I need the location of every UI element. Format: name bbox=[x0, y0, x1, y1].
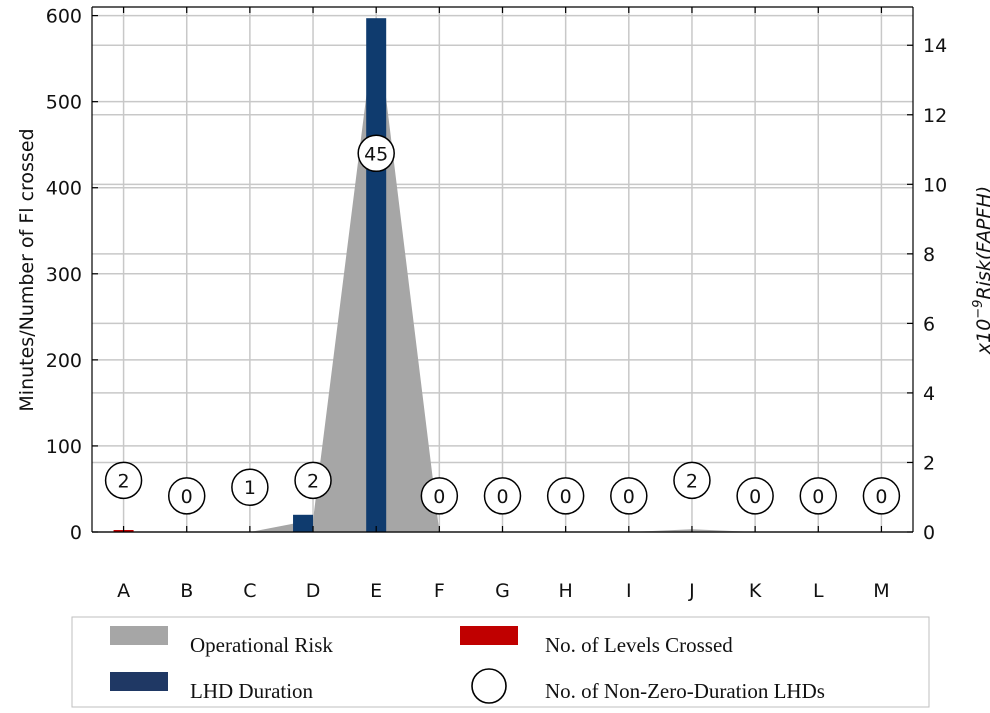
bubble-label-J: 2 bbox=[686, 470, 698, 492]
bubble-A bbox=[104, 461, 143, 500]
bubble-label-B: 0 bbox=[181, 486, 193, 508]
legend-swatch-operational-risk bbox=[110, 626, 168, 645]
bubble-D bbox=[294, 461, 332, 500]
axes bbox=[91, 6, 914, 533]
bubble-label-D: 2 bbox=[307, 470, 319, 492]
bubble-label-G: 0 bbox=[496, 486, 508, 508]
legend-swatch-levels-crossed bbox=[460, 626, 518, 645]
bubble-label-L: 0 bbox=[812, 486, 824, 508]
y-axis-title: Minutes/Number of Fl crossed bbox=[16, 128, 38, 411]
y-tick-label-300: 300 bbox=[46, 264, 82, 286]
bar-lhd-duration-E bbox=[366, 18, 387, 532]
bubble-J bbox=[673, 461, 711, 500]
x-tick-label-A: A bbox=[117, 580, 130, 602]
legend-swatch-lhd-duration bbox=[110, 672, 168, 691]
bubble-H bbox=[546, 477, 585, 515]
bubble-label-A: 2 bbox=[118, 470, 130, 492]
y-tick-label-600: 600 bbox=[46, 6, 82, 28]
bubble-I bbox=[610, 477, 648, 515]
bubble-label-C: 1 bbox=[244, 477, 256, 499]
y2-tick-label-8: 8 bbox=[923, 244, 935, 266]
legend-label-non-zero-lhds: No. of Non-Zero-Duration LHDs bbox=[545, 679, 825, 703]
x-tick-label-F: F bbox=[434, 580, 445, 602]
bubble-E bbox=[357, 134, 395, 173]
x-tick-label-I: I bbox=[626, 580, 632, 602]
y-tick-label-0: 0 bbox=[70, 522, 82, 544]
bubble-K bbox=[736, 477, 774, 515]
y2-tick-label-4: 4 bbox=[923, 383, 935, 405]
y2-axis-title: x10−9Risk(FAPFH) bbox=[971, 186, 990, 355]
x-tick-label-L: L bbox=[813, 580, 824, 602]
y2-tick-label-12: 12 bbox=[923, 105, 947, 127]
x-tick-label-E: E bbox=[370, 580, 382, 602]
y-tick-label-100: 100 bbox=[46, 436, 82, 458]
y2-tick-label-10: 10 bbox=[923, 174, 947, 196]
y-tick-label-200: 200 bbox=[46, 350, 82, 372]
bubble-C bbox=[231, 468, 269, 506]
bubble-label-E: 45 bbox=[364, 143, 388, 165]
x-tick-label-D: D bbox=[306, 580, 321, 602]
legend-label-levels-crossed: No. of Levels Crossed bbox=[545, 633, 733, 657]
bubble-label-M: 0 bbox=[875, 486, 887, 508]
y2-axis-title-main: Risk(FAPFH) bbox=[973, 186, 990, 300]
x-tick-label-B: B bbox=[180, 580, 193, 602]
bubble-L bbox=[799, 477, 838, 515]
y2-tick-label-14: 14 bbox=[923, 35, 947, 57]
y2-axis-title-prefix: x10 bbox=[973, 319, 990, 355]
y-tick-label-400: 400 bbox=[46, 178, 82, 200]
x-tick-label-G: G bbox=[495, 580, 510, 602]
bubbles: 2 0 1 2 45 0 0 0 0 2 0 0 0 bbox=[104, 134, 901, 515]
bubble-G bbox=[483, 477, 522, 515]
x-tick-label-M: M bbox=[873, 580, 889, 602]
bubble-F bbox=[420, 477, 459, 515]
x-tick-label-C: C bbox=[243, 580, 256, 602]
bar-lhd-duration-D bbox=[293, 514, 314, 532]
x-tick-label-K: K bbox=[749, 580, 762, 602]
legend: Operational Risk No. of Levels Crossed L… bbox=[71, 616, 930, 708]
x-tick-label-J: J bbox=[688, 580, 695, 602]
y2-tick-label-2: 2 bbox=[923, 452, 935, 474]
y2-tick-label-6: 6 bbox=[923, 313, 935, 335]
x-tick-label-H: H bbox=[559, 580, 573, 602]
legend-label-lhd-duration: LHD Duration bbox=[190, 679, 314, 703]
grid-lines bbox=[92, 7, 913, 533]
y-tick-label-500: 500 bbox=[46, 92, 82, 114]
legend-label-operational-risk: Operational Risk bbox=[190, 633, 333, 657]
y2-axis-title-exponent: −9 bbox=[971, 300, 986, 319]
bubble-label-H: 0 bbox=[560, 486, 572, 508]
bubble-label-F: 0 bbox=[433, 486, 445, 508]
bubble-B bbox=[167, 477, 206, 515]
y2-tick-label-0: 0 bbox=[923, 522, 935, 544]
legend-swatch-non-zero-lhds-circle bbox=[471, 668, 507, 704]
bubble-label-K: 0 bbox=[749, 486, 761, 508]
bubble-M bbox=[862, 477, 901, 515]
bubble-label-I: 0 bbox=[623, 486, 635, 508]
